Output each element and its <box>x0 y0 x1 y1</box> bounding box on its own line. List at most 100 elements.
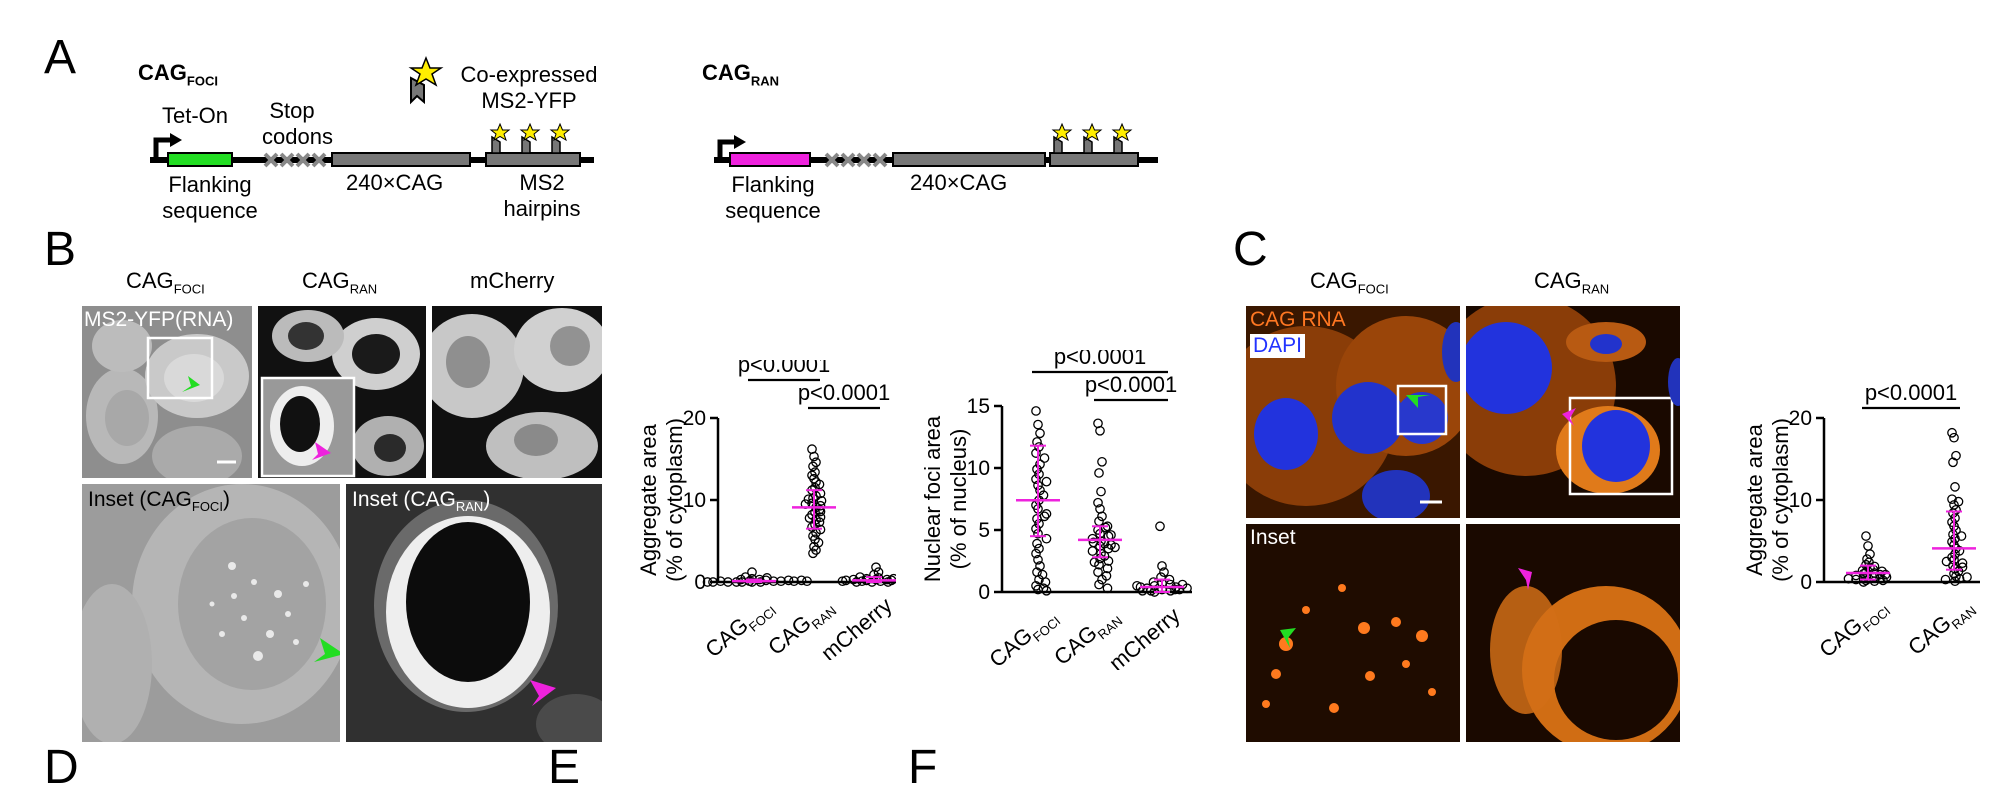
foci-stop-codons <box>263 152 327 168</box>
data-point <box>1950 482 1960 492</box>
c-col-header-ran: CAGRAN <box>1534 268 1610 297</box>
data-point <box>1035 561 1045 571</box>
data-point <box>1100 522 1111 533</box>
chart-b-aggregate: 0 10 20 Aggregate area (% of cytoplasm) CAGFO… <box>636 360 896 660</box>
p-value-label: p<0.0001 <box>798 380 890 405</box>
data-point <box>1035 428 1045 439</box>
data-point <box>851 577 862 587</box>
ran-flanking-box <box>729 152 811 167</box>
data-point <box>808 548 818 559</box>
data-point <box>1041 509 1052 519</box>
data-point <box>1039 453 1050 463</box>
panel-label-c: C <box>1233 223 1268 276</box>
x-tick-label: CAGFOCI <box>984 602 1063 670</box>
data-point <box>1948 457 1958 468</box>
ran-promoter-arrowhead <box>734 135 746 149</box>
construct-foci-title: CAGFOCI <box>138 60 218 89</box>
data-point <box>1094 579 1104 590</box>
data-point <box>808 461 818 472</box>
foci-promoter-arrow <box>153 137 172 160</box>
y-tick-label: 20 <box>1789 407 1812 430</box>
p-value-label: p<0.0001 <box>1085 372 1177 397</box>
data-point <box>809 451 819 462</box>
y-tick-label: 0 <box>1800 571 1812 594</box>
c-legend-rna: CAG RNA <box>1250 308 1346 331</box>
data-point <box>1102 563 1113 574</box>
data-point <box>715 576 726 587</box>
data-point <box>776 576 786 587</box>
foci-hairpins <box>491 135 561 154</box>
b-col-header-ran: CAGRAN <box>302 268 378 297</box>
x-tick-label: mCherry <box>816 592 896 660</box>
x-tick-label: CAGFOCI <box>1814 592 1893 660</box>
foci-promoter-arrowhead <box>170 133 182 147</box>
y-tick-label: 20 <box>683 407 706 430</box>
y-axis-label: (% of cytoplasm) <box>1768 418 1793 582</box>
data-point <box>1033 419 1043 430</box>
data-point <box>1157 561 1167 571</box>
data-point <box>1106 530 1116 540</box>
panel-label-d: D <box>44 741 79 794</box>
c-col-header-foci: CAGFOCI <box>1310 268 1389 297</box>
p-value-label: p<0.0001 <box>1865 380 1957 405</box>
data-point <box>1940 574 1951 585</box>
ran-promoter-arrow <box>717 139 736 160</box>
flanking-foci-label: Flanking sequence <box>162 172 258 223</box>
data-point <box>1843 573 1854 584</box>
free-ms2-icon <box>410 76 425 105</box>
tet-on-label: Tet-On <box>162 103 229 128</box>
data-point <box>815 500 826 511</box>
data-point <box>1103 556 1114 566</box>
p-value-label: p<0.0001 <box>1054 350 1146 369</box>
panel-label-b: B <box>44 223 77 276</box>
data-point <box>1087 546 1098 556</box>
stop-codons-label: Stop codons <box>262 98 333 149</box>
b-col-header-mcherry: mCherry <box>470 268 555 293</box>
data-point <box>702 577 713 587</box>
data-point <box>1957 562 1968 573</box>
data-point <box>708 577 718 587</box>
data-point <box>1035 459 1045 470</box>
data-point <box>1032 538 1042 549</box>
data-point <box>1034 574 1044 585</box>
data-point <box>1953 496 1964 507</box>
data-point <box>1947 494 1957 505</box>
b-micrograph-foci: MS2-YFP(RNA) <box>82 306 252 478</box>
cag-repeat-ran-label: 240×CAG <box>910 170 1008 195</box>
b-overlay-label: MS2-YFP(RNA) <box>84 308 234 331</box>
c-micrograph-foci: CAG RNA DAPI <box>1246 306 1460 518</box>
b-inset-ran: Inset (CAGRAN) <box>346 484 602 742</box>
data-point <box>1155 521 1165 532</box>
p-value-label: p<0.0001 <box>738 360 830 377</box>
data-point <box>816 495 827 506</box>
data-point <box>1041 476 1052 487</box>
panel-label-f: F <box>908 741 938 794</box>
y-tick-label: 10 <box>967 457 990 480</box>
data-point <box>802 576 812 587</box>
foci-cag-box <box>331 152 471 167</box>
b-inset-ran-label: Inset (CAGRAN) <box>352 488 491 515</box>
data-point <box>1038 583 1049 594</box>
y-axis-label: Aggregate area <box>636 423 661 575</box>
data-point <box>1031 448 1041 458</box>
data-point <box>1093 567 1103 578</box>
y-axis-label: Aggregate area <box>1742 423 1767 575</box>
x-tick-label: CAGFOCI <box>700 592 779 660</box>
data-point <box>1041 533 1052 544</box>
data-point <box>1093 497 1103 508</box>
data-point <box>1957 558 1968 568</box>
panel-a: CAGFOCI Tet-On Stop codons Co-expressed MS… <box>0 0 1200 225</box>
foci-ms2-box <box>485 152 581 167</box>
data-point <box>810 467 820 477</box>
data-point <box>888 573 896 584</box>
construct-diagram <box>150 55 1158 168</box>
data-point <box>871 562 881 573</box>
data-point <box>1031 474 1041 485</box>
data-point <box>789 576 799 587</box>
data-point <box>1035 485 1045 496</box>
data-point <box>1947 427 1957 438</box>
ms2-label: MS2 hairpins <box>503 170 581 221</box>
y-axis-label: (% of nucleus) <box>946 429 971 570</box>
data-point <box>1863 541 1873 551</box>
data-point <box>841 575 851 586</box>
